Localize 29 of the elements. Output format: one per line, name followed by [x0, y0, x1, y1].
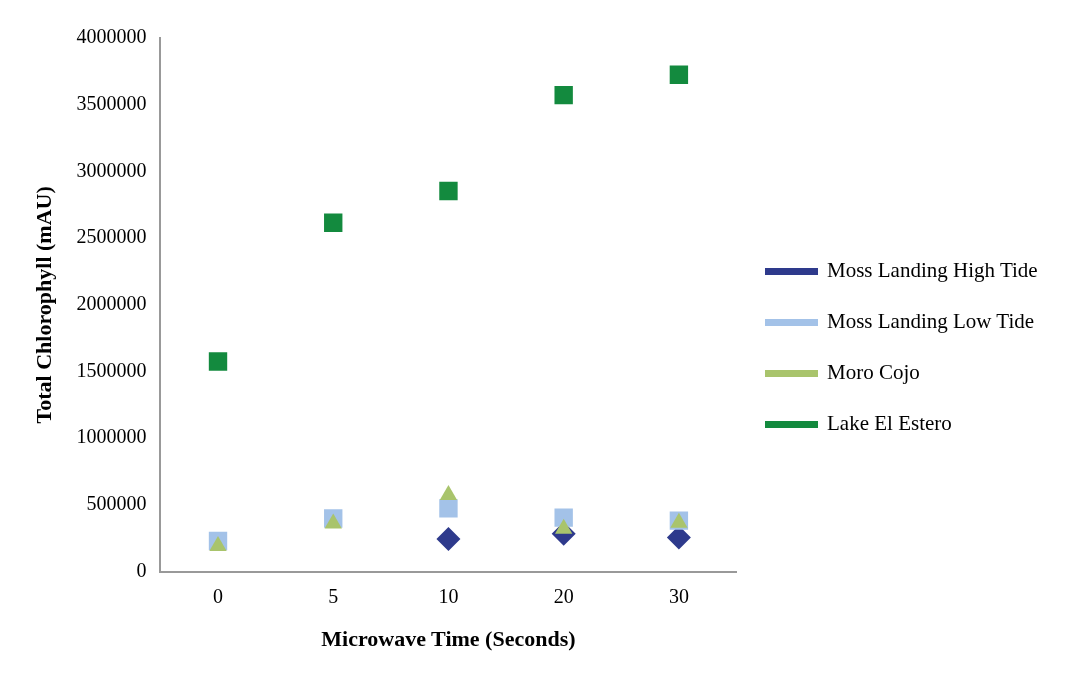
- point: [209, 536, 227, 552]
- point: [669, 65, 689, 84]
- y-tick-label: 3000000: [76, 158, 147, 181]
- x-tick-label: 10: [438, 584, 459, 607]
- point: [439, 485, 458, 501]
- y-tick-label: 3500000: [76, 91, 147, 114]
- x-axis-title: Microwave Time (Seconds): [321, 626, 576, 652]
- point: [208, 352, 228, 371]
- point: [436, 526, 461, 551]
- legend-label: Moss Landing Low Tide: [827, 309, 1035, 334]
- legend-label: Moro Cojo: [827, 360, 920, 385]
- y-tick-label: 0: [136, 558, 147, 581]
- x-tick-label: 20: [553, 584, 574, 607]
- x-tick-label: 5: [328, 584, 339, 607]
- legend-label: Moss Landing High Tide: [827, 258, 1038, 283]
- point: [439, 499, 458, 518]
- x-tick-label: 0: [213, 584, 224, 607]
- point: [324, 213, 343, 232]
- legend-label: Lake El Estero: [827, 411, 952, 436]
- y-tick-label: 1500000: [76, 358, 147, 381]
- y-tick-label: 500000: [86, 492, 147, 515]
- y-tick-label: 4000000: [76, 25, 147, 48]
- point: [439, 181, 458, 201]
- y-tick-label: 2500000: [76, 225, 147, 248]
- y-tick-label: 2000000: [76, 292, 147, 315]
- y-axis-title: Total Chlorophyll (mAU): [30, 186, 56, 424]
- y-tick-label: 1000000: [76, 425, 147, 448]
- point: [554, 85, 573, 105]
- x-tick-label: 30: [668, 584, 689, 607]
